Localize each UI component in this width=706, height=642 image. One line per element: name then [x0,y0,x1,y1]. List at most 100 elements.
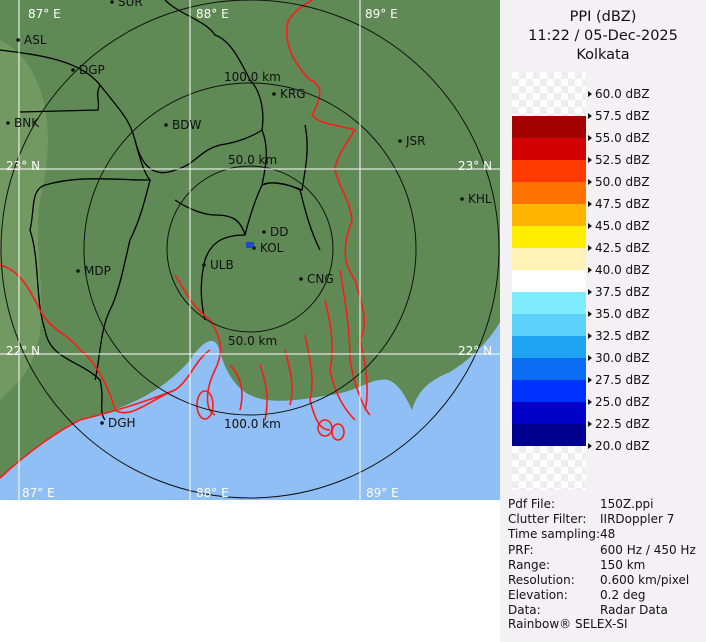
info-row: Range: 150 km [508,558,645,573]
colorbar-segment [512,138,586,160]
city-label-sur: SUR [118,0,143,9]
city-label-asl: ASL [24,33,47,47]
city-label-jsr: JSR [405,134,426,148]
legend-label: 52.5 dBZ [588,153,650,167]
city-label-khl: KHL [468,192,492,206]
legend-label: 55.0 dBZ [588,131,650,145]
legend-label: 32.5 dBZ [588,329,650,343]
info-value: 600 Hz / 450 Hz [600,542,696,557]
info-row: Elevation: 0.2 deg [508,588,646,603]
info-value: 0.600 km/pixel [600,573,690,587]
city-marker [76,269,80,273]
radar-echo [246,242,254,248]
info-key: PRF: [508,542,534,557]
colorbar-segment [512,380,586,402]
colorbar-segment [512,358,586,380]
datetime: 11:22 / 05-Dec-2025 [528,28,678,44]
grid-label-23n-left: 23° N [6,159,40,173]
city-marker [16,38,20,42]
info-value: Radar Data [600,603,668,618]
colorbar-segment [512,204,586,226]
colorbar-segment [512,116,586,138]
colorbar-segment [512,182,586,204]
city-marker [202,263,206,267]
colorbar-segment [512,336,586,358]
info-row: Resolution: 0.600 km/pixel [508,573,689,588]
legend-label: 42.5 dBZ [588,241,650,255]
city-label-bnk: BNK [14,116,40,130]
info-row: Time sampling:48 [508,527,615,542]
colorbar-below-range [512,446,586,490]
radar-map[interactable]: 87° E 88° E 89° E 87° E 88° E 89° E 23° … [0,0,500,500]
legend-label: 60.0 dBZ [588,87,650,101]
city-label-kol: KOL [260,241,284,255]
city-label-dgp: DGP [79,63,105,77]
info-key: Elevation: [508,588,568,603]
legend-label: 25.0 dBZ [588,395,650,409]
grid-label-89e-bottom: 89° E [366,486,399,500]
legend-label: 45.0 dBZ [588,219,650,233]
city-label-dgh: DGH [108,416,136,430]
colorbar-segment [512,292,586,314]
legend-label: 50.0 dBZ [588,175,650,189]
city-marker [398,139,402,143]
legend-label: 57.5 dBZ [588,109,650,123]
legend-label: 30.0 dBZ [588,351,650,365]
grid-label-87e-bottom: 87° E [22,486,55,500]
colorbar-segment [512,248,586,270]
info-value: 48 [600,527,616,542]
legend-label: 37.5 dBZ [588,285,650,299]
grid-label-23n-right: 23° N [458,159,492,173]
ring-label-50km-bottom: 50.0 km [228,334,277,348]
city-marker [299,277,303,281]
grid-label-87e-top: 87° E [28,7,61,21]
city-marker [71,68,75,72]
info-value: 150 km [600,557,646,572]
ring-label-100km-bottom: 100.0 km [224,417,281,431]
info-value: IIRDoppler 7 [600,512,675,527]
legend-label: 47.5 dBZ [588,197,650,211]
city-label-mdp: MDP [84,264,111,278]
legend-label: 35.0 dBZ [588,307,650,321]
city-marker [164,123,168,127]
city-marker [100,421,104,425]
info-key: Time sampling: [508,527,601,542]
info-key: Resolution: [508,573,575,587]
city-label-cng: CNG [307,272,334,286]
info-row: PRF: 600 Hz / 450 Hz [508,543,696,558]
grid-label-88e-bottom: 88° E [196,486,229,500]
grid-label-88e-top: 88° E [196,7,229,21]
ring-label-50km-top: 50.0 km [228,153,277,167]
city-label-ulb: ULB [210,258,234,272]
grid-label-22n-right: 22° N [458,344,492,358]
info-value: 0.2 deg [600,588,646,603]
colorbar-segment [512,424,586,446]
info-row: Pdf File: 150Z.ppi [508,497,654,512]
colorbar-segment [512,402,586,424]
city-label-bdw: BDW [172,118,201,132]
info-row: Data: Radar Data [508,603,668,618]
info-key: Pdf File: [508,497,556,511]
city-label-krg: KRG [280,87,306,101]
city-marker [272,92,276,96]
grid-label-89e-top: 89° E [365,7,398,21]
colorbar-segment [512,314,586,336]
city-marker [6,121,10,125]
ring-label-100km-top: 100.0 km [224,70,281,84]
range-rings [0,0,500,499]
colorbar-segment [512,226,586,248]
colorbar-segment [512,270,586,292]
city-marker [262,230,266,234]
footer-credit: Rainbow® SELEX-SI [508,617,628,631]
info-value: 150Z.ppi [600,497,654,511]
info-key: Range: [508,557,551,572]
sea [0,322,500,500]
city-marker [460,197,464,201]
colorbar-segment [512,160,586,182]
grid-label-22n-left: 22° N [6,344,40,358]
lat-lon-grid [0,0,500,500]
legend-label: 27.5 dBZ [588,373,650,387]
site-name: Kolkata [576,47,630,63]
legend-panel: PPI (dBZ) 11:22 / 05-Dec-2025 Kolkata 60… [500,0,706,642]
state-borders [0,0,321,421]
